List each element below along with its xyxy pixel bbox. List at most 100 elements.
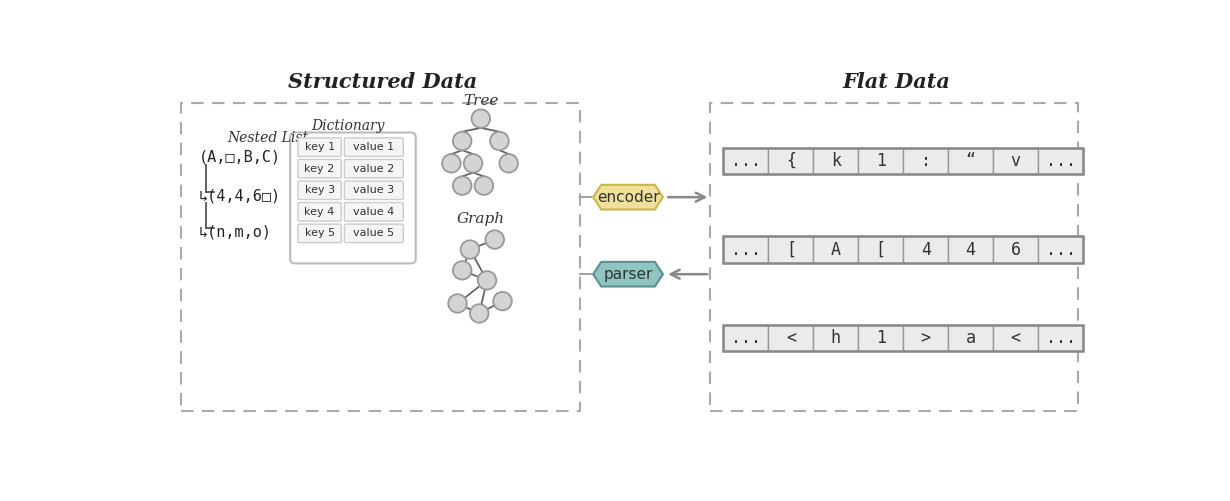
Bar <box>769 236 813 263</box>
Text: {: { <box>786 152 796 170</box>
Circle shape <box>475 176 493 195</box>
Bar <box>993 325 1038 351</box>
FancyBboxPatch shape <box>344 159 403 178</box>
Text: [: [ <box>786 240 796 259</box>
Circle shape <box>490 132 509 150</box>
FancyBboxPatch shape <box>344 202 403 221</box>
FancyBboxPatch shape <box>298 159 341 178</box>
Text: key 2: key 2 <box>305 164 335 174</box>
FancyBboxPatch shape <box>344 224 403 242</box>
Text: ...: ... <box>731 240 761 259</box>
FancyBboxPatch shape <box>344 181 403 199</box>
Text: :: : <box>920 152 931 170</box>
FancyBboxPatch shape <box>290 132 416 264</box>
Bar <box>723 236 769 263</box>
Bar <box>993 148 1038 174</box>
Bar <box>813 236 859 263</box>
Text: ...: ... <box>731 152 761 170</box>
Text: Tree: Tree <box>464 94 498 108</box>
Circle shape <box>453 176 471 195</box>
Text: ↳(4,4,6□): ↳(4,4,6□) <box>199 188 280 203</box>
Text: 4: 4 <box>920 240 931 259</box>
Bar <box>1038 325 1082 351</box>
FancyBboxPatch shape <box>344 138 403 156</box>
Bar <box>710 103 1079 411</box>
Circle shape <box>453 132 471 150</box>
Text: value 3: value 3 <box>353 185 395 195</box>
Bar <box>1038 236 1082 263</box>
Text: Graph: Graph <box>456 212 504 226</box>
Circle shape <box>464 154 482 172</box>
Text: ...: ... <box>731 329 761 347</box>
FancyBboxPatch shape <box>298 224 341 242</box>
Text: k: k <box>830 152 841 170</box>
Bar <box>723 325 769 351</box>
Bar <box>903 148 948 174</box>
Bar <box>1038 148 1082 174</box>
Circle shape <box>453 261 471 280</box>
Text: <: < <box>786 329 796 347</box>
Bar <box>723 148 1082 174</box>
Bar <box>859 236 903 263</box>
Text: [: [ <box>876 240 886 259</box>
Bar <box>948 236 993 263</box>
Bar <box>769 325 813 351</box>
Circle shape <box>461 240 480 259</box>
Polygon shape <box>593 185 663 209</box>
Text: ...: ... <box>1046 329 1075 347</box>
Text: value 5: value 5 <box>353 228 395 238</box>
Bar <box>181 103 581 411</box>
Text: ...: ... <box>1046 240 1075 259</box>
Bar <box>769 148 813 174</box>
Circle shape <box>471 109 490 128</box>
Circle shape <box>486 230 504 249</box>
Text: “: “ <box>966 152 975 170</box>
Text: ↳(n,m,o): ↳(n,m,o) <box>199 224 272 239</box>
Bar <box>903 325 948 351</box>
Polygon shape <box>593 262 663 287</box>
FancyBboxPatch shape <box>298 138 341 156</box>
Text: Nested List: Nested List <box>228 131 309 145</box>
Text: value 1: value 1 <box>353 142 395 152</box>
FancyBboxPatch shape <box>298 202 341 221</box>
Bar <box>993 236 1038 263</box>
Text: value 2: value 2 <box>353 164 395 174</box>
Circle shape <box>499 154 518 172</box>
Text: key 1: key 1 <box>305 142 335 152</box>
Bar <box>813 325 859 351</box>
Bar <box>723 325 1082 351</box>
Circle shape <box>493 292 512 311</box>
FancyBboxPatch shape <box>298 181 341 199</box>
Circle shape <box>442 154 461 172</box>
Text: <: < <box>1011 329 1021 347</box>
Text: a: a <box>966 329 975 347</box>
Text: 6: 6 <box>1011 240 1021 259</box>
Text: parser: parser <box>604 267 653 282</box>
Bar <box>723 236 1082 263</box>
Bar <box>723 148 769 174</box>
Circle shape <box>470 304 488 323</box>
Text: encoder: encoder <box>597 190 659 205</box>
Bar <box>948 325 993 351</box>
Bar <box>859 148 903 174</box>
Text: ...: ... <box>1046 152 1075 170</box>
Text: A: A <box>830 240 841 259</box>
Text: Flat Data: Flat Data <box>843 73 950 93</box>
Text: (A,□,B,C): (A,□,B,C) <box>199 150 280 165</box>
Text: v: v <box>1011 152 1021 170</box>
Circle shape <box>448 294 467 313</box>
Bar <box>903 236 948 263</box>
Bar <box>859 325 903 351</box>
Bar <box>813 148 859 174</box>
Text: 1: 1 <box>876 329 886 347</box>
Bar <box>948 148 993 174</box>
Circle shape <box>477 271 496 290</box>
Text: key 3: key 3 <box>305 185 335 195</box>
Text: h: h <box>830 329 841 347</box>
Text: Dictionary: Dictionary <box>311 119 384 133</box>
Text: >: > <box>920 329 931 347</box>
Text: value 4: value 4 <box>353 207 395 217</box>
Text: 4: 4 <box>966 240 975 259</box>
Text: 1: 1 <box>876 152 886 170</box>
Text: Structured Data: Structured Data <box>288 73 477 93</box>
